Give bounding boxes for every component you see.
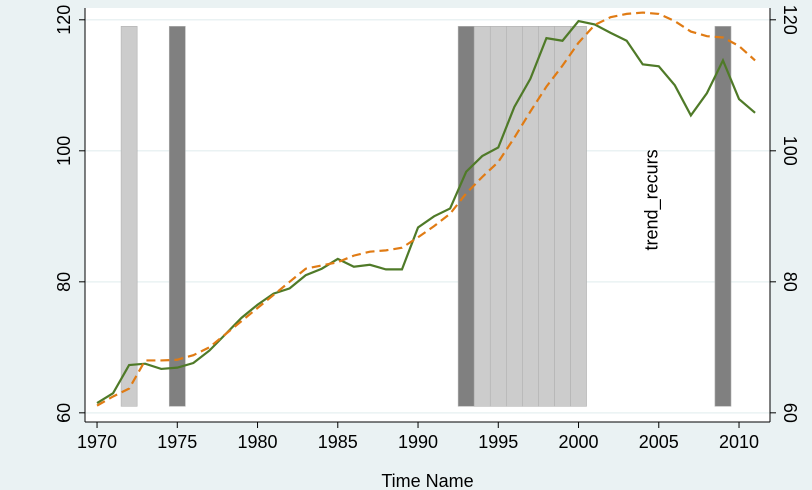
- y-tick-label: 100: [54, 136, 74, 166]
- y2-tick-label: 100: [780, 136, 800, 166]
- shade-bar: [506, 26, 523, 407]
- shade-bar: [570, 26, 587, 407]
- x-tick-label: 1985: [318, 432, 358, 452]
- shade-bar: [554, 26, 571, 407]
- series-line: [96, 11, 756, 407]
- shade-bar: [168, 26, 186, 407]
- y2-tick-label: 80: [780, 272, 800, 292]
- y-tick-label: 80: [54, 272, 74, 292]
- annotation: trend_recurs: [642, 149, 663, 250]
- shade-bar: [489, 26, 507, 407]
- x-tick-label: 1970: [77, 432, 117, 452]
- x-tick-label: 1990: [398, 432, 438, 452]
- shade-bar: [457, 26, 475, 407]
- plot-area: [85, 8, 770, 422]
- shade-bar: [522, 26, 539, 407]
- shade-bar: [714, 26, 732, 407]
- series-line: [96, 19, 756, 404]
- x-tick-label: 2000: [559, 432, 599, 452]
- x-tick-label: 1975: [157, 432, 197, 452]
- x-axis-label: Time Name: [381, 471, 473, 490]
- x-tick-label: 1980: [238, 432, 278, 452]
- x-tick-label: 1995: [478, 432, 518, 452]
- x-tick-label: 2005: [639, 432, 679, 452]
- y-tick-label: 120: [54, 5, 74, 35]
- shade-bar: [120, 26, 138, 407]
- shade-bar: [473, 26, 491, 407]
- y-tick-label: 60: [54, 403, 74, 423]
- y2-tick-label: 120: [780, 5, 800, 35]
- x-tick-label: 2010: [719, 432, 759, 452]
- y2-tick-label: 60: [780, 403, 800, 423]
- shade-bar: [538, 26, 555, 407]
